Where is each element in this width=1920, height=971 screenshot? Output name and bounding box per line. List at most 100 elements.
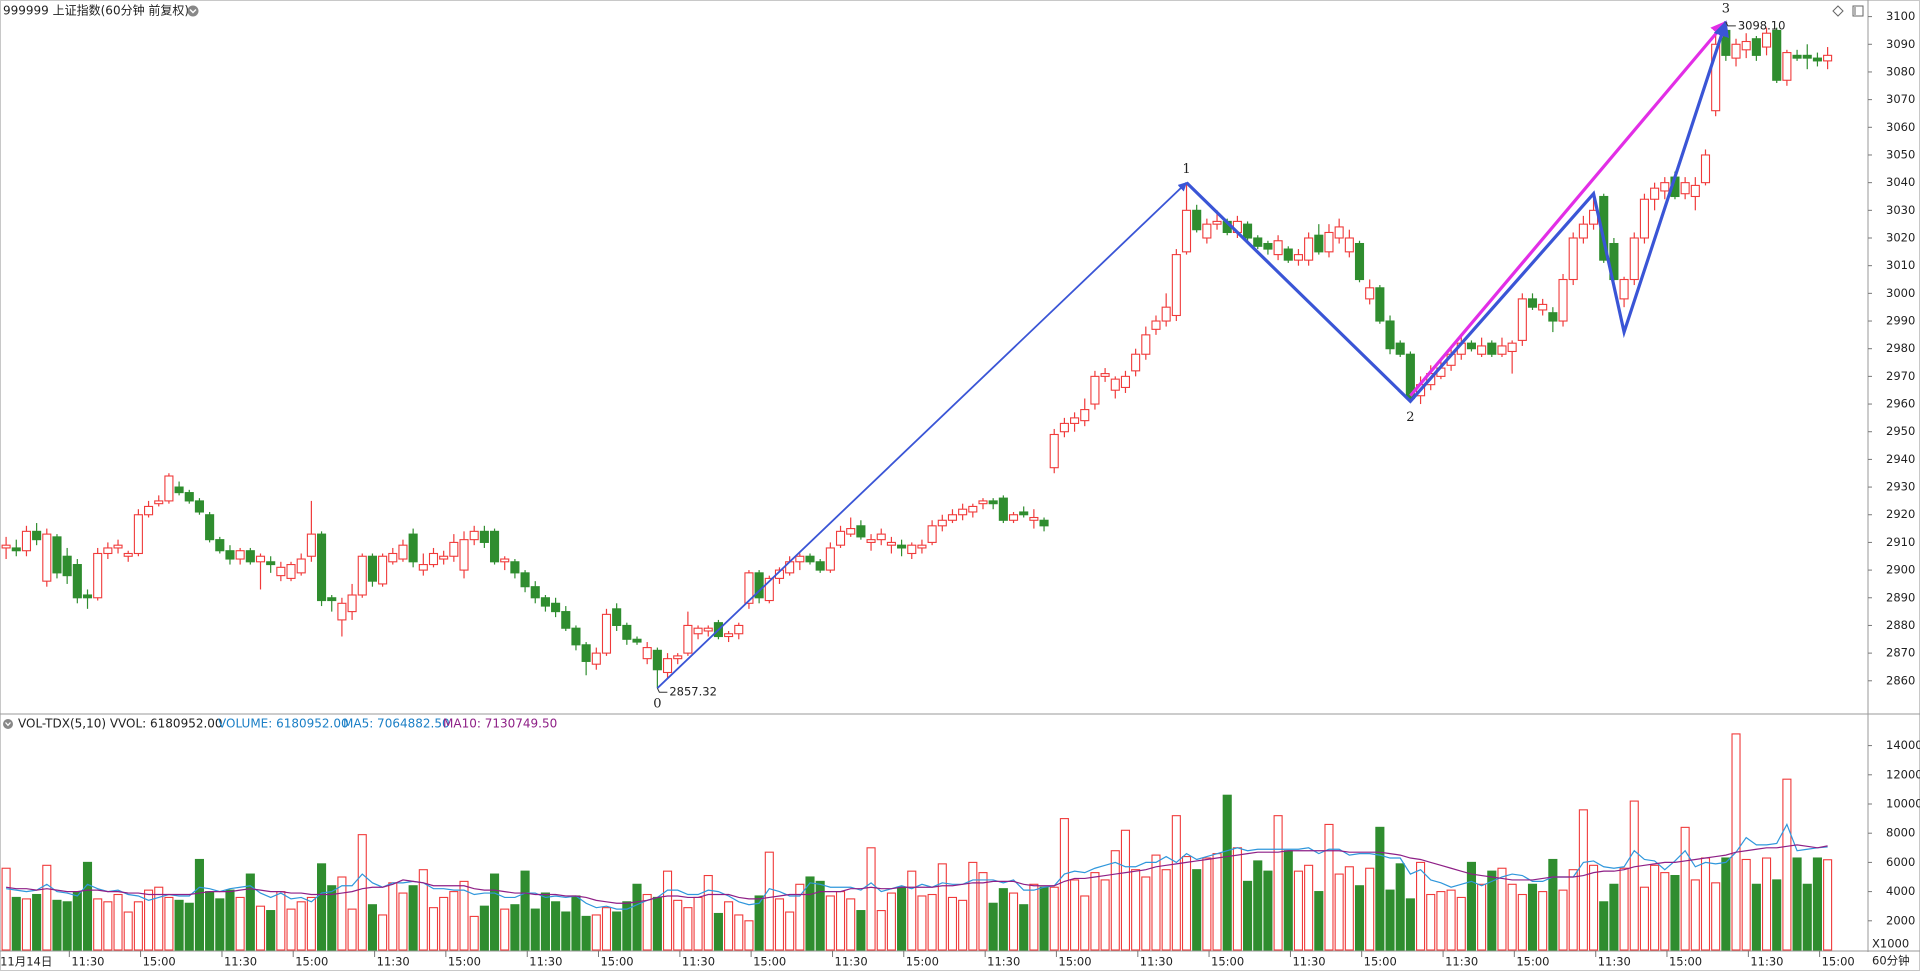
y-tick-label: 2920 xyxy=(1886,507,1915,521)
volume-bar xyxy=(1131,869,1141,951)
volume-bar xyxy=(1253,860,1263,951)
y-tick-label: 3040 xyxy=(1886,175,1915,189)
volume-bar xyxy=(52,899,62,951)
volume-bar xyxy=(245,873,255,951)
candle-body xyxy=(1782,52,1792,81)
volume-bar xyxy=(489,873,500,951)
volume-bar xyxy=(154,886,164,951)
volume-bar xyxy=(1080,895,1090,951)
volume-bar xyxy=(754,895,764,951)
candle-body xyxy=(469,530,479,541)
volume-bar xyxy=(1110,850,1120,951)
y-tick-label: 2860 xyxy=(1886,673,1915,687)
candle-body xyxy=(103,547,113,555)
candle-body xyxy=(1283,248,1293,261)
candle-body xyxy=(1070,417,1080,424)
y-tick-label: 12000 xyxy=(1886,767,1920,781)
x-tick-label: 11:30 xyxy=(529,955,562,969)
volume-bar xyxy=(1283,850,1293,951)
volume-bar xyxy=(469,915,479,951)
wave-line xyxy=(656,182,1188,689)
candle-body xyxy=(418,564,428,571)
volume-bar xyxy=(774,898,785,951)
x-tick-label: 11:30 xyxy=(1750,955,1783,969)
candle-body xyxy=(378,555,388,585)
volume-bar xyxy=(805,876,815,951)
volume-bar xyxy=(428,907,439,951)
volume-bar xyxy=(1263,870,1273,951)
candle-body xyxy=(1711,43,1721,112)
candle-body xyxy=(123,552,133,557)
y-tick-label: 2870 xyxy=(1886,646,1915,660)
candle-body xyxy=(744,572,754,604)
volume-bar xyxy=(1171,815,1181,951)
ma-line xyxy=(6,823,1828,910)
volume-bar xyxy=(378,914,388,951)
volume-bar xyxy=(703,874,713,951)
volume-bar xyxy=(317,863,327,951)
candle-body xyxy=(561,611,571,629)
volume-bar xyxy=(367,904,377,951)
volume-bar xyxy=(846,898,856,951)
candle-body xyxy=(1812,57,1822,62)
volume-title: VOL-TDX(5,10) VVOL: 6180952.00 xyxy=(18,717,223,731)
volume-bar xyxy=(1161,869,1171,951)
volume-bar xyxy=(449,891,459,951)
volume-bar xyxy=(439,896,449,951)
wave-line xyxy=(1409,20,1728,397)
candle-body xyxy=(1202,223,1212,239)
x-tick-label: 15:00 xyxy=(1516,955,1549,969)
volume-bar xyxy=(327,885,337,951)
volume-bar xyxy=(225,889,235,951)
icon-window[interactable] xyxy=(1852,5,1864,17)
value-hook xyxy=(1725,21,1736,27)
candle-body xyxy=(276,566,286,577)
volume-bar xyxy=(215,898,225,951)
volume-bar xyxy=(917,895,927,951)
volume-bar xyxy=(500,908,510,951)
volume-bar xyxy=(1456,896,1466,951)
candle-body xyxy=(876,533,886,541)
volume-dropdown-icon[interactable] xyxy=(3,719,13,729)
y-tick-label: 4000 xyxy=(1886,884,1915,898)
icon-diamond[interactable] xyxy=(1832,5,1844,17)
volume-bar xyxy=(1375,826,1385,951)
ma-line xyxy=(6,844,1828,904)
dropdown-icon[interactable] xyxy=(187,5,199,17)
candle-body xyxy=(408,533,418,563)
volume-bar xyxy=(1792,857,1802,951)
candle-body xyxy=(62,555,72,577)
x-tick-label: 11:30 xyxy=(682,955,715,969)
candle-body xyxy=(835,530,846,546)
volume-bar xyxy=(1477,883,1487,951)
candle-body xyxy=(439,555,449,560)
candle-body xyxy=(347,594,357,613)
y-tick-label: 6000 xyxy=(1886,855,1915,869)
candle-body xyxy=(1324,231,1334,253)
candle-body xyxy=(32,530,42,541)
candle-body xyxy=(11,547,21,552)
volume-bar xyxy=(1446,889,1456,951)
volume-bar xyxy=(530,908,540,951)
volume-bar xyxy=(1293,870,1304,951)
candle-body xyxy=(947,514,958,521)
y-tick-label: 2940 xyxy=(1886,452,1915,466)
volume-bar xyxy=(968,861,978,951)
x-tick-label: 15:00 xyxy=(143,955,176,969)
volume-bar xyxy=(1660,872,1670,951)
value-label: 3098.10 xyxy=(1738,18,1786,32)
y-tick-label: 2960 xyxy=(1886,397,1915,411)
candle-body xyxy=(1507,342,1517,353)
candle-body xyxy=(886,541,896,546)
candle-body xyxy=(642,647,652,660)
volume-bar xyxy=(42,864,52,951)
candle-body xyxy=(1161,306,1171,322)
volume-bar xyxy=(764,851,774,951)
candle-body xyxy=(479,530,489,543)
candle-body xyxy=(1334,226,1344,239)
candle-body xyxy=(154,500,164,505)
volume-bar xyxy=(1812,857,1822,951)
volume-bar xyxy=(937,863,947,951)
candle-body xyxy=(1466,342,1476,350)
candle-body xyxy=(1772,29,1782,81)
